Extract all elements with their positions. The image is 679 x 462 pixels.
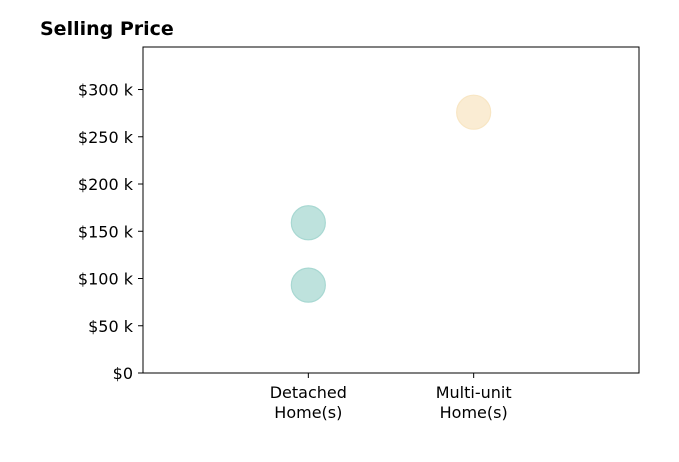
- y-tick-label-1: $50 k: [88, 317, 134, 336]
- x-tick-label-1: Multi-unit Home(s): [436, 383, 512, 422]
- y-tick-label-0: $0: [113, 364, 133, 383]
- plot-frame: [142, 46, 640, 374]
- y-tick-label-6: $300 k: [78, 81, 134, 100]
- y-tick-label-3: $150 k: [78, 222, 134, 241]
- y-tick-label-4: $200 k: [78, 175, 134, 194]
- data-point-2: [290, 205, 326, 241]
- y-tick-label-5: $250 k: [78, 128, 134, 147]
- chart-title: Selling Price: [40, 18, 174, 40]
- data-point-1: [290, 267, 326, 303]
- plot-area: $0 $50 k $100 k $150 k $200 k $250 k $300 k Det…: [78, 46, 640, 422]
- x-tick-label-0: Detached Home(s): [270, 383, 347, 422]
- y-tick-label-2: $100 k: [78, 270, 134, 289]
- data-point-3: [456, 94, 492, 130]
